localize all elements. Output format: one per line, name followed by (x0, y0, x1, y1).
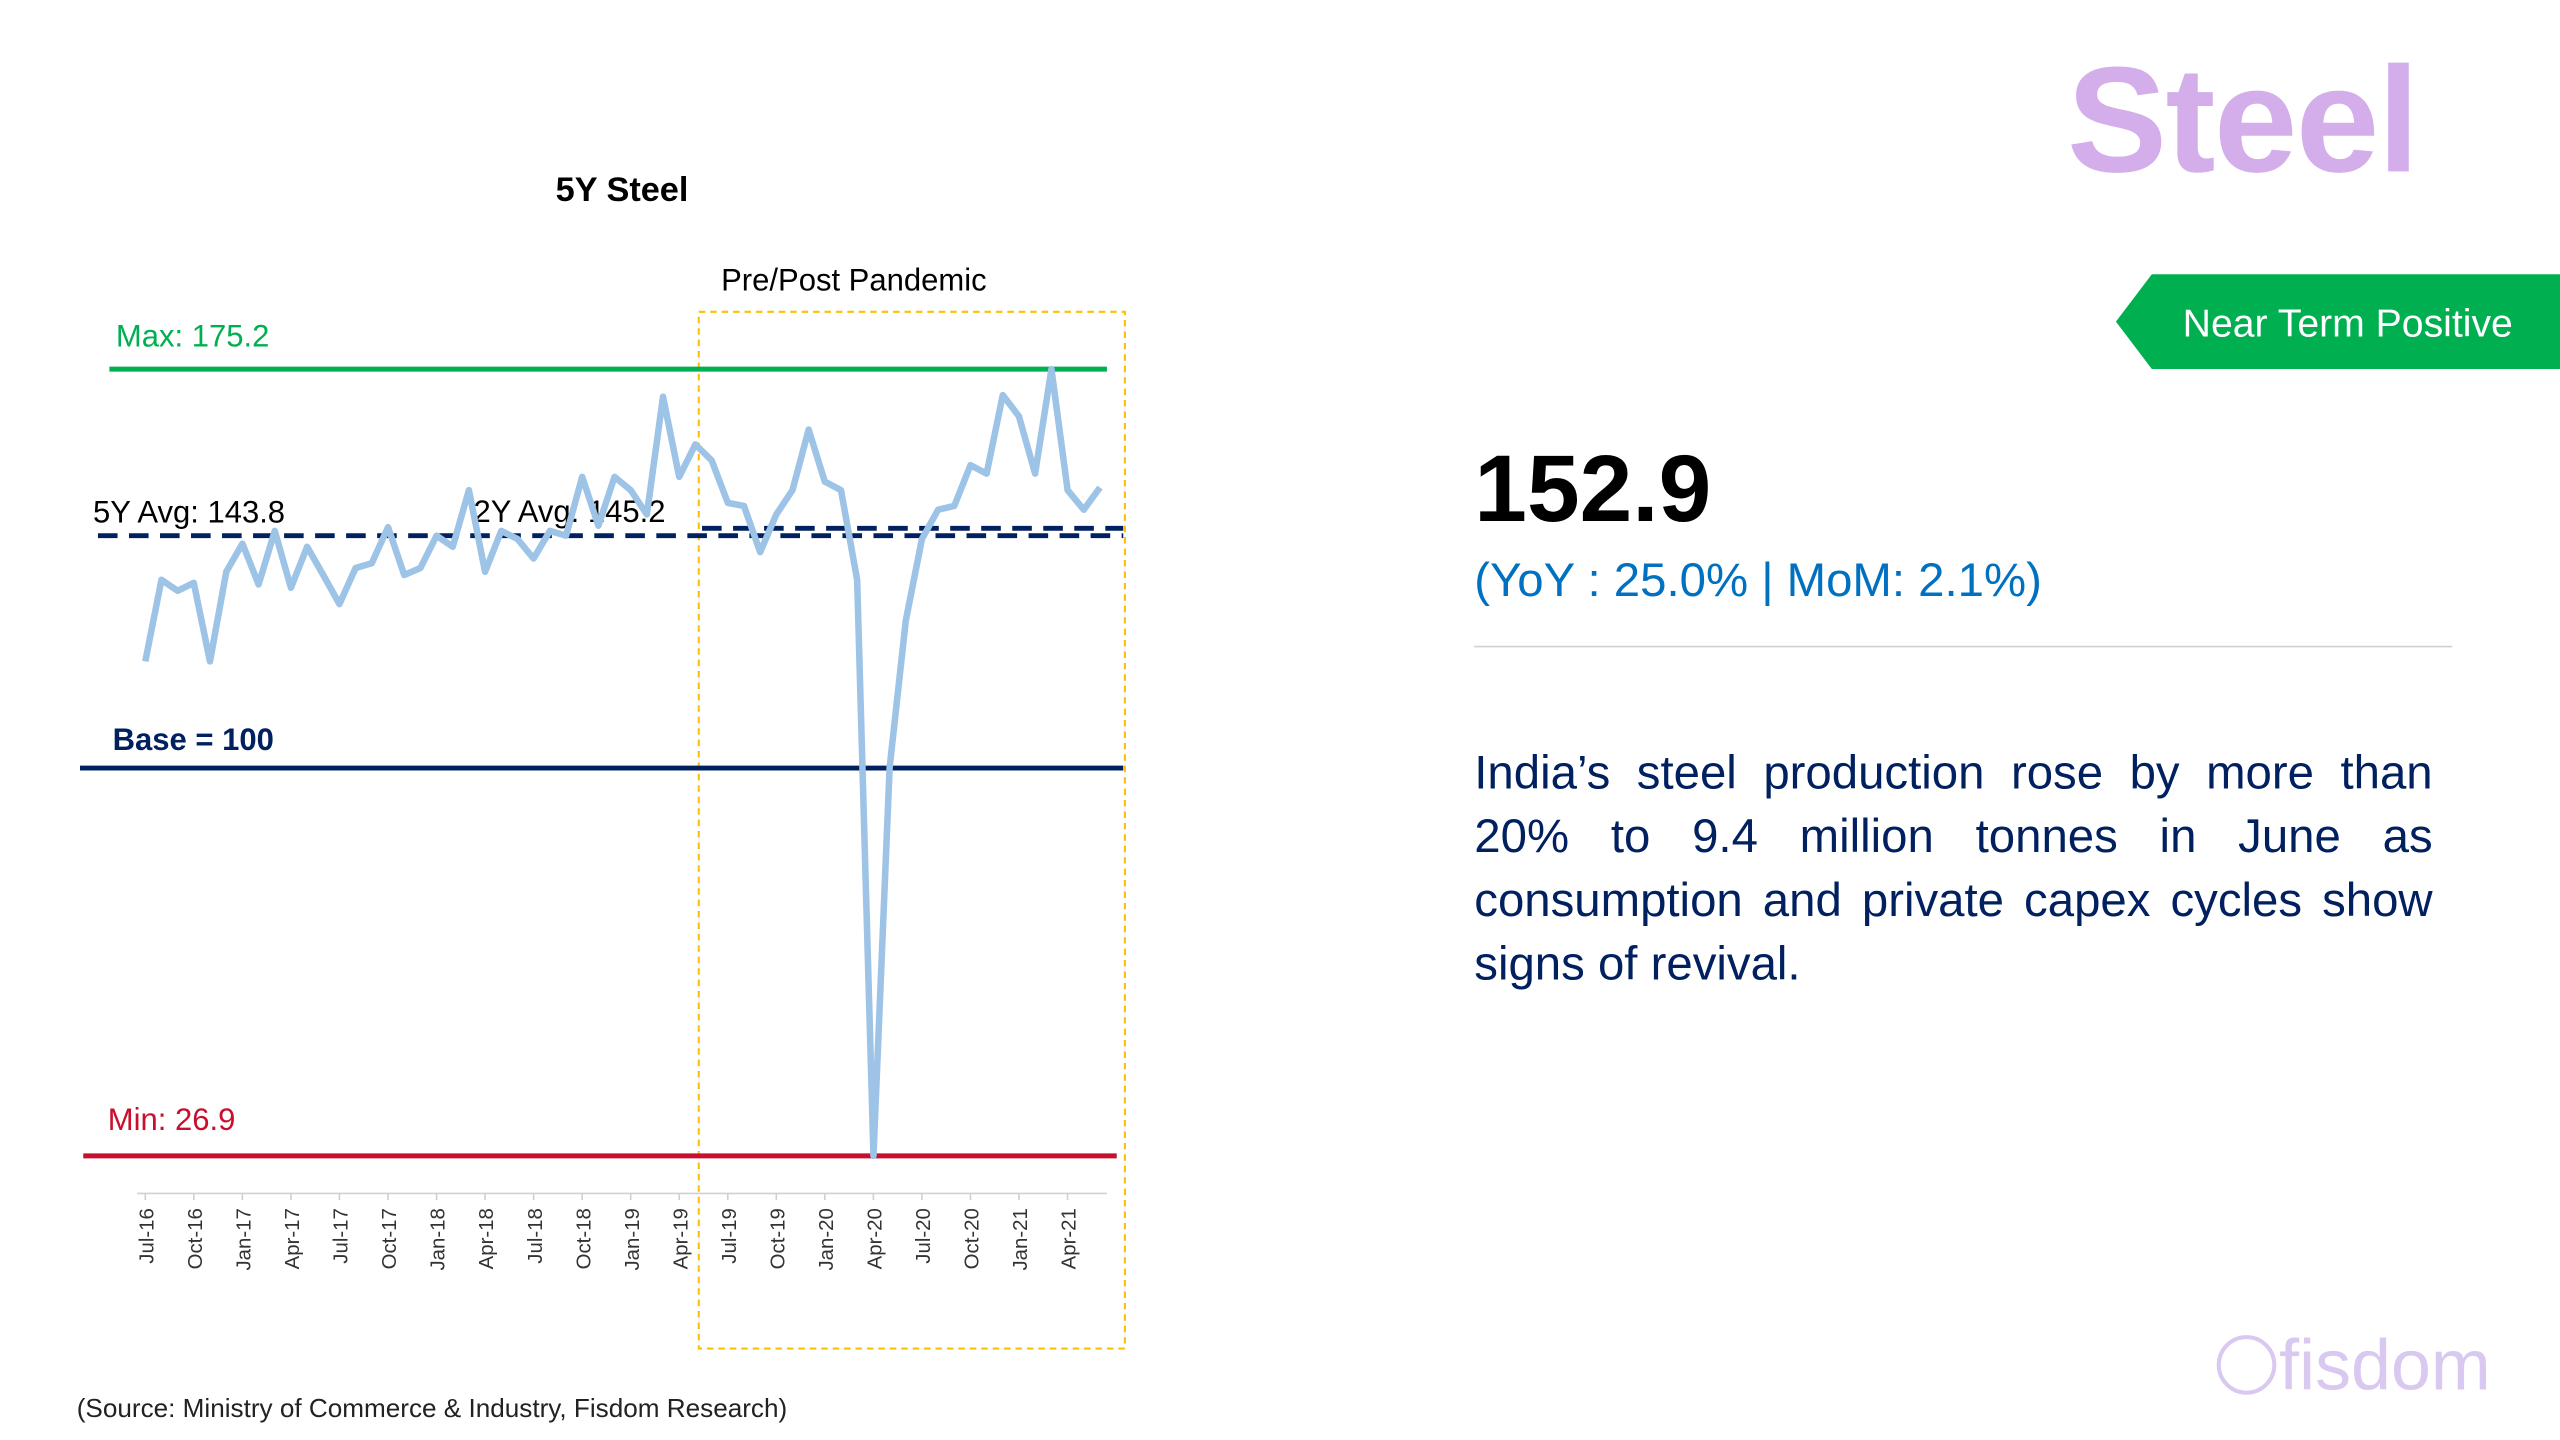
x-tick-label: Apr-17 (282, 1208, 304, 1269)
x-tick-label: Oct-19 (767, 1208, 789, 1269)
reference-label: Max: 175.2 (116, 318, 269, 353)
x-tick-label: Oct-17 (379, 1208, 401, 1269)
reference-label: Base = 100 (113, 722, 274, 757)
x-tick-label: Apr-19 (670, 1208, 692, 1269)
x-tick-label: Jan-19 (622, 1208, 644, 1270)
chart-title: 5Y Steel (556, 171, 689, 209)
logo: fisdom (2279, 1325, 2491, 1405)
x-tick-label: Oct-20 (962, 1208, 984, 1269)
x-tick-label: Apr-20 (865, 1208, 887, 1269)
logo-icon (2216, 1335, 2277, 1395)
x-tick-label: Jan-17 (234, 1208, 256, 1270)
x-tick-label: Jan-21 (1010, 1208, 1032, 1270)
x-tick-label: Jul-16 (136, 1208, 158, 1264)
page-title: Steel (2066, 37, 2419, 205)
x-tick-label: Oct-18 (573, 1208, 595, 1269)
reference-label: 5Y Avg: 143.8 (93, 495, 285, 530)
x-tick-label: Jul-19 (719, 1208, 741, 1264)
source: (Source: Ministry of Commerce & Industry… (77, 1393, 787, 1423)
badge: Near Term Positive (2183, 302, 2513, 345)
x-tick-label: Oct-16 (185, 1208, 207, 1269)
commentary: India’s steel production rose by more th… (1474, 747, 2433, 992)
x-tick-label: Jul-20 (913, 1208, 935, 1264)
x-tick-label: Jan-20 (816, 1208, 838, 1270)
data-line (142, 365, 1103, 1160)
x-tick-label: Jul-17 (331, 1208, 353, 1264)
annotation: Pre/Post Pandemic (721, 263, 986, 298)
x-tick-label: Jan-18 (428, 1208, 450, 1270)
x-tick-label: Apr-21 (1059, 1208, 1081, 1269)
x-tick-label: Jul-18 (525, 1208, 547, 1264)
headline: 152.9 (1474, 435, 1712, 543)
x-tick-label: Apr-18 (476, 1208, 498, 1269)
badge-shape (2115, 274, 2560, 369)
change: (YoY : 25.0% | MoM: 2.1%) (1474, 555, 2042, 608)
reference-label: Min: 26.9 (108, 1102, 236, 1137)
